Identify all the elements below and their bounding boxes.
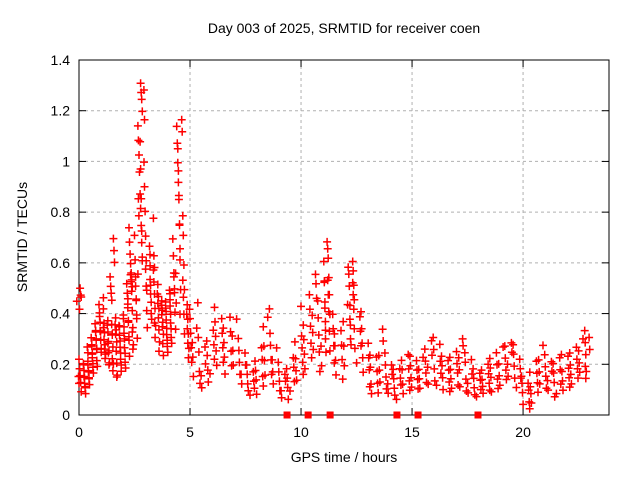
y-tick-label: 1.4 — [51, 52, 71, 68]
axis-event-marker — [283, 411, 291, 419]
axis-event-marker — [304, 411, 312, 419]
y-tick-label: 1 — [62, 153, 70, 169]
y-tick-label: 0.8 — [51, 204, 71, 220]
x-tick-label: 20 — [515, 424, 531, 440]
y-tick-label: 0.6 — [51, 255, 71, 271]
y-tick-label: 0.2 — [51, 356, 71, 372]
axis-event-marker — [474, 411, 482, 419]
chart-title: Day 003 of 2025, SRMTID for receiver coe… — [207, 20, 481, 36]
x-tick-label: 10 — [293, 424, 309, 440]
axis-event-marker — [414, 411, 422, 419]
y-tick-label: 0 — [62, 407, 70, 423]
y-tick-label: 0.4 — [51, 306, 71, 322]
x-tick-label: 0 — [75, 424, 83, 440]
axis-event-marker — [326, 411, 334, 419]
y-axis-label: SRMTID / TECUs — [14, 181, 30, 293]
x-tick-label: 5 — [186, 424, 194, 440]
y-tick-label: 1.2 — [51, 103, 71, 119]
axis-event-marker — [393, 411, 401, 419]
x-axis-label: GPS time / hours — [290, 449, 398, 465]
x-tick-label: 15 — [404, 424, 420, 440]
